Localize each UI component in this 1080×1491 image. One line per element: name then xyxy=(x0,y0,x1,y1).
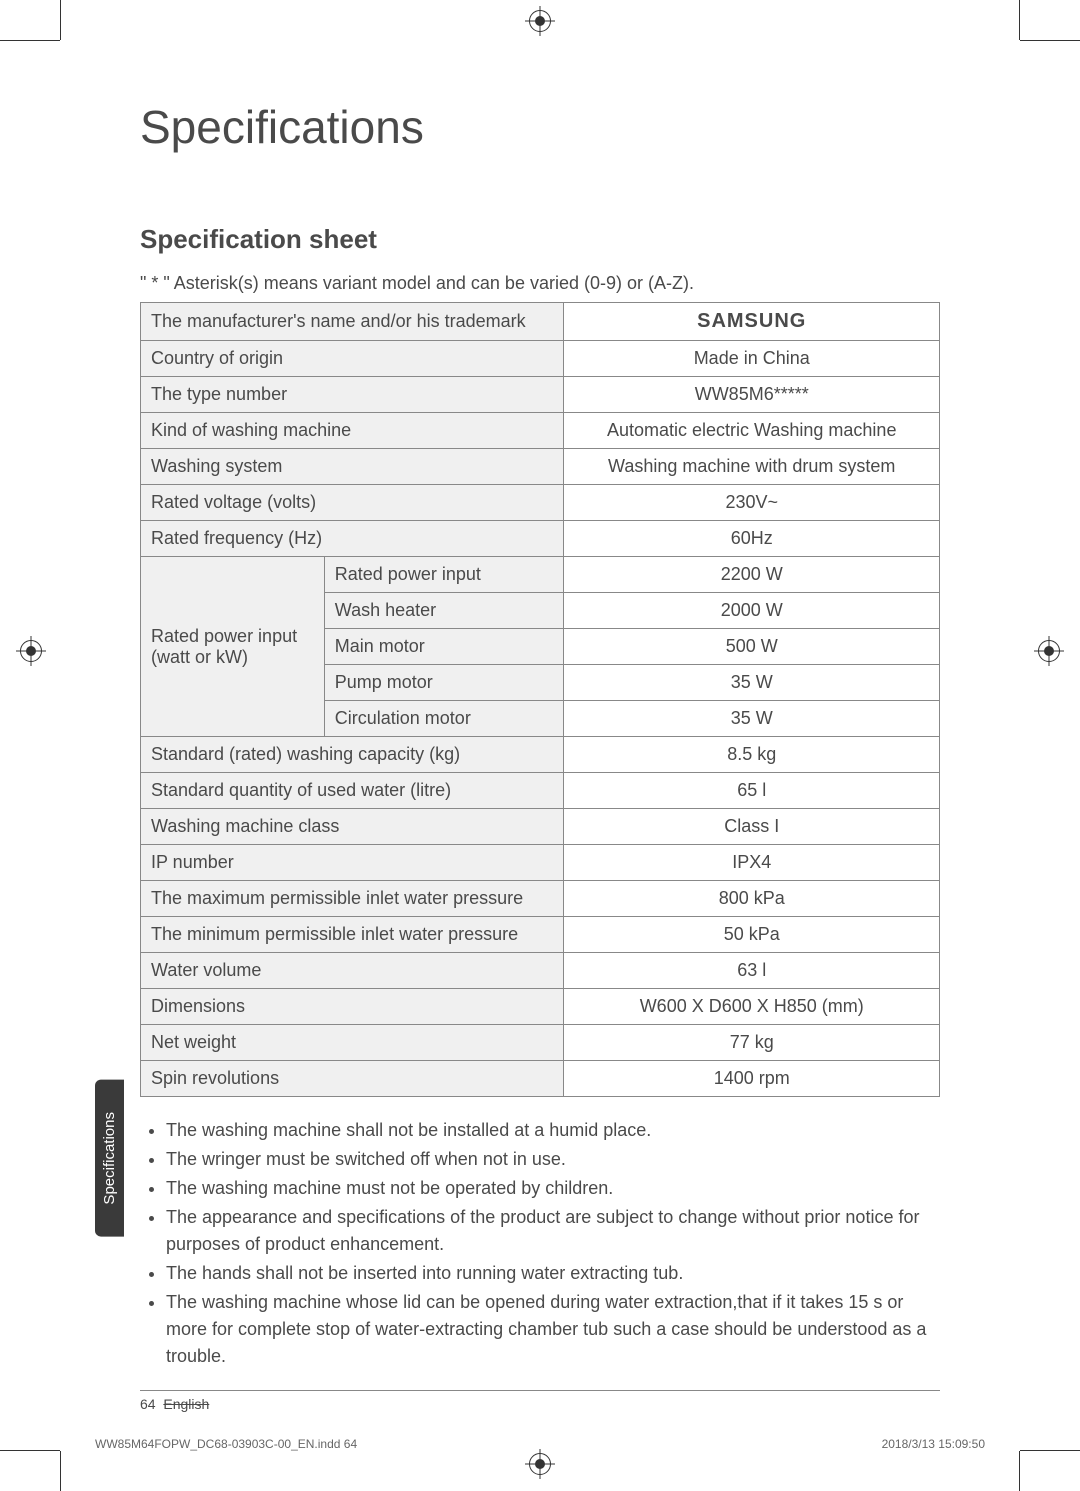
print-timestamp: 2018/3/13 15:09:50 xyxy=(882,1437,985,1451)
spec-value: 1400 rpm xyxy=(564,1061,940,1097)
brand-logo: SAMSUNG xyxy=(564,303,940,341)
table-row: IP number IPX4 xyxy=(141,845,940,881)
print-filename: WW85M64FOPW_DC68-03903C-00_EN.indd 64 xyxy=(95,1437,357,1451)
spec-label: Rated frequency (Hz) xyxy=(141,521,564,557)
spec-label: The type number xyxy=(141,377,564,413)
crop-mark xyxy=(1020,40,1080,41)
spec-value: 2200 W xyxy=(564,557,940,593)
spec-label: Dimensions xyxy=(141,989,564,1025)
spec-value: IPX4 xyxy=(564,845,940,881)
page-number: 64 English xyxy=(140,1396,209,1412)
spec-label: Pump motor xyxy=(324,665,564,701)
spec-value: W600 X D600 X H850 (mm) xyxy=(564,989,940,1025)
spec-label: IP number xyxy=(141,845,564,881)
crop-mark xyxy=(60,1451,61,1491)
spec-value: 77 kg xyxy=(564,1025,940,1061)
table-row: The minimum permissible inlet water pres… xyxy=(141,917,940,953)
spec-label: Kind of washing machine xyxy=(141,413,564,449)
spec-value: 50 kPa xyxy=(564,917,940,953)
spec-value: 35 W xyxy=(564,665,940,701)
spec-label: Standard (rated) washing capacity (kg) xyxy=(141,737,564,773)
registration-mark-icon xyxy=(1038,640,1060,662)
table-row: The maximum permissible inlet water pres… xyxy=(141,881,940,917)
page-content: Specifications Specification sheet " * "… xyxy=(140,100,940,1372)
spec-label: Washing system xyxy=(141,449,564,485)
table-row: Rated voltage (volts) 230V~ xyxy=(141,485,940,521)
list-item: The hands shall not be inserted into run… xyxy=(166,1260,940,1287)
crop-mark xyxy=(0,1450,60,1451)
spec-value: Automatic electric Washing machine xyxy=(564,413,940,449)
spec-value: 60Hz xyxy=(564,521,940,557)
spec-label: Rated voltage (volts) xyxy=(141,485,564,521)
spec-label: Spin revolutions xyxy=(141,1061,564,1097)
table-row: The manufacturer's name and/or his trade… xyxy=(141,303,940,341)
list-item: The washing machine whose lid can be ope… xyxy=(166,1289,940,1370)
spec-label: The maximum permissible inlet water pres… xyxy=(141,881,564,917)
table-row: Rated power input (watt or kW) Rated pow… xyxy=(141,557,940,593)
spec-value: WW85M6***** xyxy=(564,377,940,413)
spec-label: Country of origin xyxy=(141,341,564,377)
table-row: Country of origin Made in China xyxy=(141,341,940,377)
spec-value: Class I xyxy=(564,809,940,845)
footer-rule xyxy=(140,1390,940,1391)
spec-label: Rated power input xyxy=(324,557,564,593)
table-row: Net weight 77 kg xyxy=(141,1025,940,1061)
page-title: Specifications xyxy=(140,100,940,154)
spec-label: Circulation motor xyxy=(324,701,564,737)
table-row: Standard quantity of used water (litre) … xyxy=(141,773,940,809)
list-item: The wringer must be switched off when no… xyxy=(166,1146,940,1173)
table-row: Kind of washing machine Automatic electr… xyxy=(141,413,940,449)
spec-group-label: Rated power input (watt or kW) xyxy=(141,557,325,737)
table-row: The type number WW85M6***** xyxy=(141,377,940,413)
list-item: The appearance and specifications of the… xyxy=(166,1204,940,1258)
spec-value: 35 W xyxy=(564,701,940,737)
registration-mark-icon xyxy=(529,1453,551,1475)
spec-value: 500 W xyxy=(564,629,940,665)
list-item: The washing machine must not be operated… xyxy=(166,1175,940,1202)
registration-mark-icon xyxy=(529,10,551,32)
page-number-value: 64 xyxy=(140,1396,156,1412)
list-item: The washing machine shall not be install… xyxy=(166,1117,940,1144)
table-row: Washing system Washing machine with drum… xyxy=(141,449,940,485)
page-number-lang: English xyxy=(163,1396,209,1412)
crop-mark xyxy=(1020,1450,1080,1451)
section-heading: Specification sheet xyxy=(140,224,940,255)
spec-label: The manufacturer's name and/or his trade… xyxy=(141,303,564,341)
spec-value: Washing machine with drum system xyxy=(564,449,940,485)
spec-value: 65 l xyxy=(564,773,940,809)
crop-mark xyxy=(0,40,60,41)
spec-value: 2000 W xyxy=(564,593,940,629)
crop-mark xyxy=(1019,0,1020,40)
spec-label: Net weight xyxy=(141,1025,564,1061)
crop-mark xyxy=(60,0,61,40)
spec-label: Main motor xyxy=(324,629,564,665)
notes-list: The washing machine shall not be install… xyxy=(140,1117,940,1370)
spec-table: The manufacturer's name and/or his trade… xyxy=(140,302,940,1097)
table-row: Washing machine class Class I xyxy=(141,809,940,845)
spec-label: Wash heater xyxy=(324,593,564,629)
spec-label: Standard quantity of used water (litre) xyxy=(141,773,564,809)
side-tab: Specifications xyxy=(95,1080,124,1237)
spec-value: 230V~ xyxy=(564,485,940,521)
table-row: Water volume 63 l xyxy=(141,953,940,989)
table-row: Standard (rated) washing capacity (kg) 8… xyxy=(141,737,940,773)
table-row: Rated frequency (Hz) 60Hz xyxy=(141,521,940,557)
spec-value: Made in China xyxy=(564,341,940,377)
crop-mark xyxy=(1019,1451,1020,1491)
spec-label: Water volume xyxy=(141,953,564,989)
spec-value: 63 l xyxy=(564,953,940,989)
spec-label: Washing machine class xyxy=(141,809,564,845)
spec-value: 800 kPa xyxy=(564,881,940,917)
spec-label: The minimum permissible inlet water pres… xyxy=(141,917,564,953)
registration-mark-icon xyxy=(20,640,42,662)
table-row: Spin revolutions 1400 rpm xyxy=(141,1061,940,1097)
asterisk-note: " * " Asterisk(s) means variant model an… xyxy=(140,273,940,294)
table-row: Dimensions W600 X D600 X H850 (mm) xyxy=(141,989,940,1025)
spec-value: 8.5 kg xyxy=(564,737,940,773)
